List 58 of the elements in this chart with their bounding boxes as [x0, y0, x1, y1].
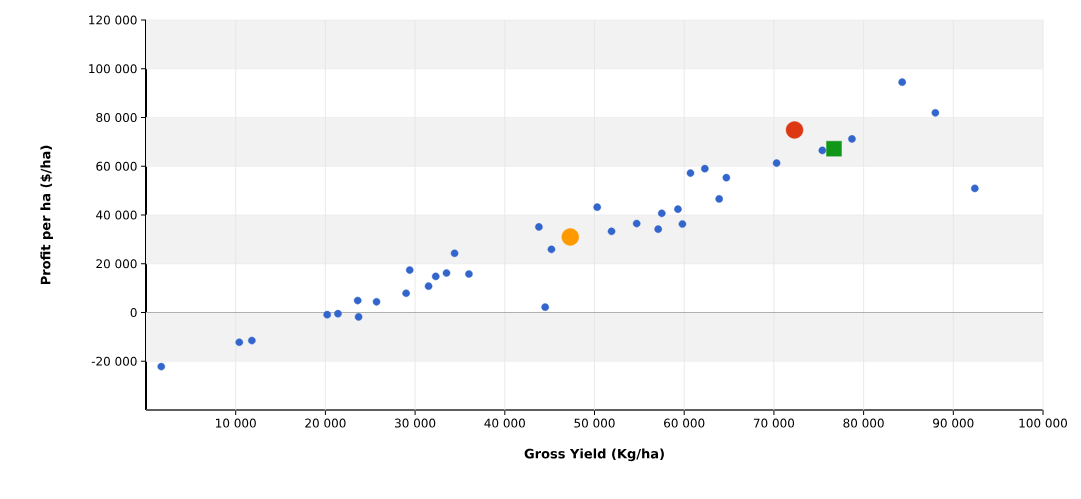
x-tick-label: 30 000 — [395, 418, 436, 428]
point — [235, 338, 244, 347]
point — [593, 203, 601, 211]
point — [931, 109, 940, 117]
point — [323, 310, 331, 319]
point — [607, 227, 616, 236]
y-tick-label: 20 000 — [96, 259, 137, 269]
point — [248, 336, 256, 345]
point — [431, 272, 440, 281]
point — [402, 289, 410, 298]
point — [442, 269, 451, 277]
point — [818, 146, 827, 155]
point — [541, 303, 549, 311]
y-tick-label: 120 000 — [89, 15, 137, 25]
x-tick-label: 50 000 — [574, 418, 615, 428]
point — [424, 282, 433, 290]
x-axis-title: Gross Yield (Kg/ha) — [524, 448, 664, 462]
point — [334, 309, 342, 318]
y-axis-title: Profit per ha ($/ha) — [40, 145, 53, 285]
y-tick-label: 60 000 — [96, 161, 137, 171]
point — [826, 141, 842, 157]
point — [157, 362, 166, 371]
point — [372, 297, 381, 306]
y-tick-label: -20 000 — [91, 356, 137, 366]
point — [353, 296, 362, 305]
point — [848, 135, 856, 143]
y-tick-label: 40 000 — [96, 210, 137, 220]
point — [465, 270, 473, 278]
x-tick-label: 40 000 — [484, 418, 525, 428]
point — [547, 245, 556, 254]
point — [654, 225, 662, 233]
y-tick-label: 100 000 — [89, 64, 137, 74]
point — [450, 249, 459, 258]
y-tick-label: 80 000 — [96, 112, 137, 123]
x-tick-label: 60 000 — [664, 418, 705, 428]
point — [405, 266, 414, 274]
point — [686, 169, 695, 177]
point — [535, 223, 543, 231]
point — [632, 219, 641, 228]
x-tick-label: 20 000 — [305, 418, 346, 428]
point — [898, 78, 906, 86]
x-tick-label: 80 000 — [843, 418, 884, 428]
x-tick-label: 10 000 — [216, 418, 256, 428]
point — [678, 220, 687, 228]
point — [785, 121, 804, 139]
point — [772, 159, 781, 167]
x-tick-label: 100 000 — [1019, 418, 1067, 428]
y-tick-label: 0 — [130, 307, 137, 318]
point — [971, 184, 979, 193]
point — [354, 313, 363, 321]
point — [701, 164, 709, 173]
point — [674, 205, 682, 213]
point — [715, 195, 723, 203]
x-tick-label: 90 000 — [933, 418, 974, 428]
x-tick-label: 70 000 — [753, 418, 795, 428]
point — [657, 209, 666, 218]
point — [561, 228, 579, 246]
point — [722, 173, 731, 182]
